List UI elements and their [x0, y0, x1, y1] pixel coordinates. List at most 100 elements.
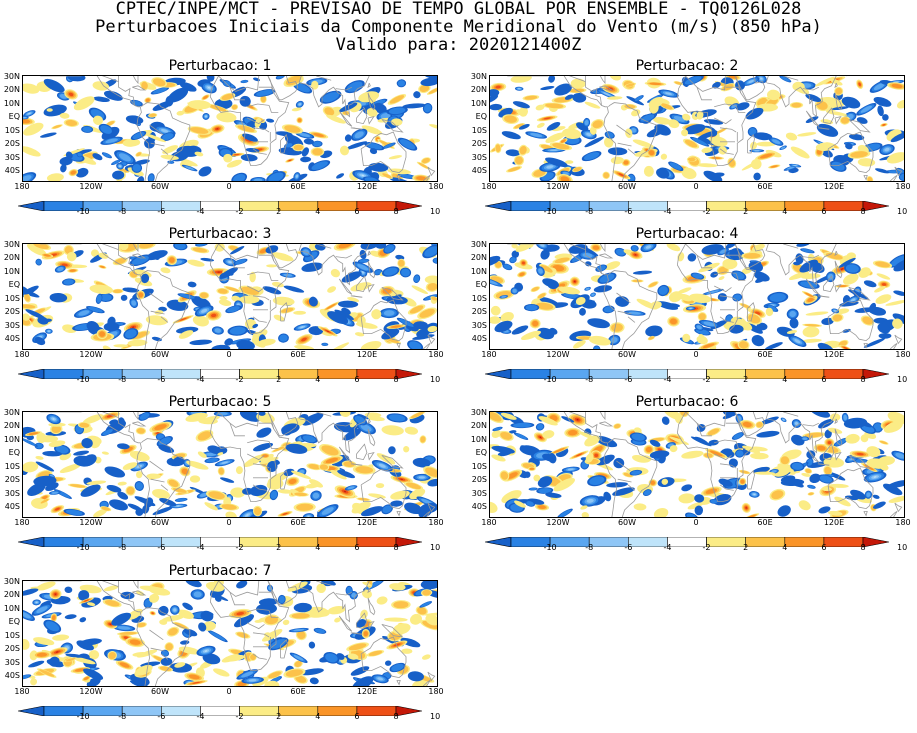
positive-perturbation — [52, 634, 69, 641]
colorbar-swatch — [667, 369, 706, 379]
panel-title: Perturbacao: 1 — [0, 58, 440, 74]
latitude-label: 30N — [0, 72, 20, 81]
positive-perturbation — [89, 283, 113, 295]
colorbar-label: 8 — [393, 375, 398, 384]
positive-perturbation — [389, 154, 403, 160]
positive-perturbation — [117, 481, 126, 486]
colorbar-label: 8 — [860, 543, 865, 552]
latitude-label: 40S — [0, 166, 20, 175]
colorbar-label: 2 — [276, 712, 281, 721]
latitude-label: 10N — [467, 99, 487, 108]
positive-perturbation — [212, 667, 230, 679]
colorbar-swatch — [707, 369, 746, 379]
positive-perturbation — [888, 494, 904, 504]
colorbar-swatch — [279, 201, 318, 211]
colorbar-label: -4 — [196, 375, 204, 384]
colorbar-label: -8 — [118, 543, 126, 552]
perturbation-field — [23, 581, 437, 686]
colorbar-swatch — [863, 201, 889, 211]
colorbar-label: 4 — [315, 712, 320, 721]
colorbar-swatch — [18, 537, 44, 547]
panel-title: Perturbacao: 4 — [467, 226, 907, 242]
negative-perturbation — [419, 476, 425, 478]
positive-perturbation — [384, 617, 408, 622]
longitude-label: 60W — [151, 518, 169, 527]
positive-perturbation — [102, 344, 112, 349]
negative-perturbation — [219, 476, 234, 484]
negative-perturbation — [547, 76, 556, 84]
positive-perturbation — [785, 131, 798, 141]
latitude-label: 10S — [0, 126, 20, 135]
colorbar-label: 4 — [315, 375, 320, 384]
negative-perturbation — [255, 425, 273, 440]
positive-perturbation — [678, 493, 695, 504]
colorbar-label: -2 — [703, 207, 711, 216]
positive-perturbation — [376, 595, 389, 605]
colorbar-label: -8 — [585, 207, 593, 216]
longitude-label: 120W — [79, 182, 102, 191]
positive-perturbation — [293, 311, 306, 315]
longitude-label: 60E — [290, 687, 305, 696]
meridional-wind-map — [22, 243, 438, 350]
positive-perturbation — [718, 275, 725, 280]
colorbar-label: 2 — [276, 207, 281, 216]
negative-perturbation — [572, 92, 587, 103]
longitude-label: 120W — [79, 350, 102, 359]
colorbar-label: 6 — [821, 207, 826, 216]
panel-title: Perturbacao: 5 — [0, 394, 440, 410]
longitude-label: 120E — [357, 350, 377, 359]
latitude-label: 20N — [467, 253, 487, 262]
colorbar-swatch — [318, 201, 357, 211]
colorbar-label: -4 — [196, 207, 204, 216]
colorbar-swatch — [279, 369, 318, 379]
colorbar-label: 6 — [354, 543, 359, 552]
negative-perturbation — [728, 457, 740, 469]
longitude-label: 120E — [824, 518, 844, 527]
longitude-label: 120E — [357, 518, 377, 527]
latitude-label: 30S — [467, 489, 487, 498]
negative-perturbation — [680, 483, 693, 492]
positive-perturbation — [490, 500, 499, 515]
colorbar-label: -2 — [236, 712, 244, 721]
colorbar-label: 6 — [821, 543, 826, 552]
latitude-label: 30N — [0, 577, 20, 586]
colorbar-label: -8 — [118, 712, 126, 721]
title-line-3: Valido para: 2020121400Z — [0, 36, 917, 54]
colorbar-swatch — [485, 201, 511, 211]
latitude-label: 30N — [0, 240, 20, 249]
longitude-label: 180 — [428, 182, 443, 191]
meridional-wind-map — [22, 411, 438, 518]
colorbar-label: 4 — [782, 207, 787, 216]
latitude-label: EQ — [467, 280, 487, 289]
positive-perturbation — [797, 498, 812, 512]
colorbar-swatch — [785, 537, 824, 547]
latitude-label: 20S — [0, 475, 20, 484]
title-line-1: CPTEC/INPE/MCT - PREVISAO DE TEMPO GLOBA… — [0, 0, 917, 18]
colorbar-swatch — [746, 537, 785, 547]
positive-perturbation — [644, 166, 654, 177]
longitude-label: 60W — [618, 350, 636, 359]
positive-perturbation — [676, 286, 692, 295]
negative-perturbation — [568, 329, 592, 343]
colorbar-label: 4 — [315, 207, 320, 216]
longitude-label: 120W — [79, 687, 102, 696]
latitude-label: 10N — [0, 99, 20, 108]
negative-perturbation — [704, 118, 724, 126]
colorbar-swatch — [318, 369, 357, 379]
colorbar-swatch — [18, 369, 44, 379]
colorbar-label: 10 — [897, 543, 907, 552]
positive-perturbation — [23, 144, 42, 158]
negative-perturbation — [301, 261, 324, 273]
longitude-label: 0 — [226, 350, 231, 359]
colorbar-swatch — [18, 201, 44, 211]
longitude-label: 180 — [481, 182, 496, 191]
longitude-label: 120W — [79, 518, 102, 527]
perturbation-field — [490, 244, 904, 349]
latitude-label: 10S — [0, 462, 20, 471]
